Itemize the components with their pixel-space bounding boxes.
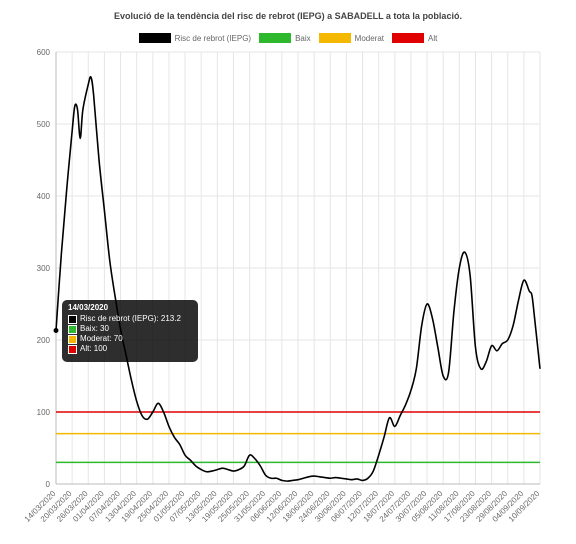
tooltip-row-baix: Baix: 30 bbox=[68, 324, 192, 334]
tooltip-swatch-moderat bbox=[68, 334, 77, 344]
tooltip: 14/03/2020 Risc de rebrot (IEPG): 213.2 … bbox=[62, 300, 198, 362]
legend-label-moderat: Moderat bbox=[354, 33, 385, 43]
hover-point bbox=[53, 327, 59, 333]
legend-item-moderat[interactable]: Moderat bbox=[318, 33, 385, 43]
tooltip-swatch-baix bbox=[68, 324, 77, 334]
y-tick-label: 200 bbox=[37, 336, 51, 345]
y-tick-label: 100 bbox=[37, 408, 51, 417]
legend-item-iepg[interactable]: Risc de rebrot (IEPG) bbox=[138, 33, 252, 43]
y-tick-label: 400 bbox=[37, 192, 51, 201]
legend-swatch-alt bbox=[392, 33, 425, 43]
tooltip-row-iepg: Risc de rebrot (IEPG): 213.2 bbox=[68, 314, 192, 324]
tooltip-text-iepg: Risc de rebrot (IEPG): 213.2 bbox=[80, 314, 181, 323]
tooltip-title: 14/03/2020 bbox=[68, 303, 109, 312]
tooltip-text-alt: Alt: 100 bbox=[80, 344, 108, 353]
y-tick-label: 300 bbox=[37, 264, 51, 273]
legend-label-iepg: Risc de rebrot (IEPG) bbox=[174, 33, 252, 43]
legend-swatch-baix bbox=[259, 33, 292, 43]
tooltip-swatch-iepg bbox=[68, 314, 77, 324]
legend: Risc de rebrot (IEPG) Baix Moderat Alt bbox=[0, 33, 576, 43]
tooltip-text-baix: Baix: 30 bbox=[80, 324, 109, 333]
legend-label-alt: Alt bbox=[428, 33, 438, 43]
legend-swatch-moderat bbox=[318, 33, 351, 43]
tooltip-row-moderat: Moderat: 70 bbox=[68, 334, 192, 344]
tooltip-row-alt: Alt: 100 bbox=[68, 344, 192, 354]
tooltip-swatch-alt bbox=[68, 344, 77, 354]
tooltip-text-moderat: Moderat: 70 bbox=[80, 334, 123, 343]
y-tick-label: 500 bbox=[37, 120, 51, 129]
y-tick-label: 600 bbox=[37, 48, 51, 57]
legend-label-baix: Baix bbox=[295, 33, 311, 43]
legend-swatch-iepg bbox=[138, 33, 171, 43]
legend-item-baix[interactable]: Baix bbox=[259, 33, 311, 43]
chart-title: Evolució de la tendència del risc de reb… bbox=[114, 11, 462, 21]
y-tick-label: 0 bbox=[46, 480, 51, 489]
legend-item-alt[interactable]: Alt bbox=[392, 33, 437, 43]
